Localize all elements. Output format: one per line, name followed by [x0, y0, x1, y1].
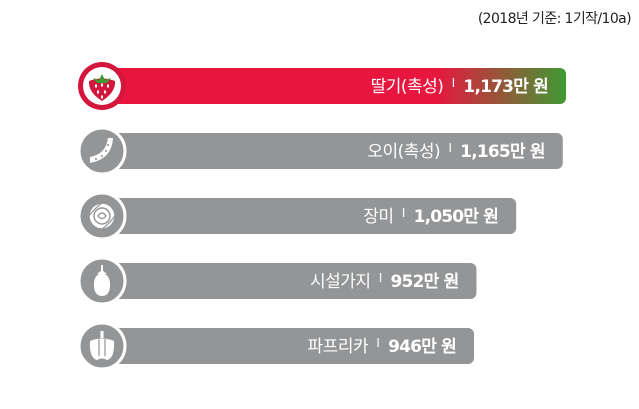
category-label: 시설가지 [310, 272, 371, 292]
bar [102, 263, 477, 299]
bar-row: 1,050만 원 장미 [77, 191, 517, 241]
data-label: 952만 원 [391, 272, 459, 292]
bar-row: 1,173만 원 딸기(촉성) [78, 62, 566, 110]
paprika-icon [77, 321, 127, 371]
eggplant-icon [77, 256, 127, 306]
bar-row: 946만 원 파프리카 [77, 321, 474, 371]
category-label: 파프리카 [308, 337, 369, 357]
bar [102, 198, 517, 234]
footnote-basis: (2018년 기준: 1기작/10a) [477, 11, 632, 27]
category-label: 장미 [363, 207, 393, 227]
bar-row: 1,165만 원 오이(촉성) [77, 126, 563, 176]
category-label: 오이(촉성) [367, 142, 440, 162]
strawberry-icon [78, 62, 126, 110]
data-label: 1,165만 원 [460, 142, 545, 162]
data-label: 1,173만 원 [463, 77, 548, 97]
bar [102, 133, 563, 169]
bar-row: 952만 원 시설가지 [77, 256, 477, 306]
rose-icon [77, 191, 127, 241]
bar [102, 328, 474, 364]
data-label: 1,050만 원 [414, 207, 499, 227]
data-label: 946만 원 [388, 337, 456, 357]
cucumber-icon [77, 126, 127, 176]
bar [102, 68, 566, 104]
category-label: 딸기(촉성) [371, 77, 444, 97]
